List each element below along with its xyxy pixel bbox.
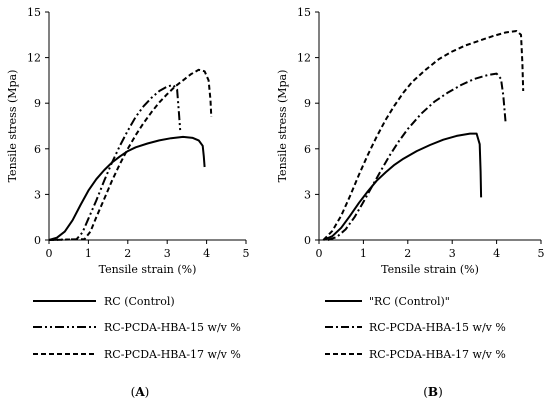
x-tick-label-b: 3 [449, 247, 456, 260]
x-tick-label-b: 1 [360, 247, 367, 260]
y-tick-label-a: 6 [34, 143, 41, 156]
legend-label-a-1: RC (Control) [104, 295, 175, 308]
panel-caption-b: (B) [423, 385, 443, 399]
series-line-a-3 [48, 68, 213, 241]
x-axis-title-b: Tensile strain (%) [381, 263, 479, 276]
series-line-b-3 [322, 30, 525, 241]
series-line-b-1 [323, 132, 483, 241]
x-tick-label-a: 3 [164, 247, 171, 260]
x-tick-label-a: 5 [243, 247, 250, 260]
y-tick-label-b: 15 [297, 6, 311, 19]
series-line-a-1 [48, 135, 206, 241]
legend-label-a-2: RC-PCDA-HBA-15 w/v % [104, 321, 241, 334]
y-tick-label-b: 0 [304, 234, 311, 247]
y-tick-label-b: 12 [297, 52, 311, 65]
panel-caption-a: (A) [131, 385, 150, 399]
y-axis-title-b: Tensile stress (Mpa) [276, 70, 289, 183]
x-tick-label-b: 4 [493, 247, 500, 260]
legend-label-b-1: "RC (Control)" [369, 295, 450, 308]
x-tick-label-a: 4 [203, 247, 210, 260]
y-tick-label-a: 9 [34, 97, 41, 110]
series-line-b-2 [327, 72, 507, 241]
y-tick-label-a: 12 [27, 52, 41, 65]
x-tick-label-b: 0 [316, 247, 323, 260]
x-tick-label-a: 0 [46, 247, 53, 260]
x-tick-label-a: 2 [124, 247, 131, 260]
x-axis-title-a: Tensile strain (%) [99, 263, 197, 276]
y-tick-label-a: 15 [27, 6, 41, 19]
y-axis-title-a: Tensile stress (Mpa) [6, 70, 19, 183]
x-tick-label-b: 2 [404, 247, 411, 260]
x-tick-label-a: 1 [85, 247, 92, 260]
y-tick-label-b: 3 [304, 188, 311, 201]
x-tick-label-b: 5 [538, 247, 545, 260]
legend-label-a-3: RC-PCDA-HBA-17 w/v % [104, 348, 241, 361]
legend-label-b-3: RC-PCDA-HBA-17 w/v % [369, 348, 506, 361]
y-tick-label-a: 0 [34, 234, 41, 247]
y-tick-label-a: 3 [34, 188, 41, 201]
y-tick-label-b: 9 [304, 97, 311, 110]
y-tick-label-b: 6 [304, 143, 311, 156]
series-line-a-2 [48, 84, 182, 241]
legend-label-b-2: RC-PCDA-HBA-15 w/v % [369, 321, 506, 334]
